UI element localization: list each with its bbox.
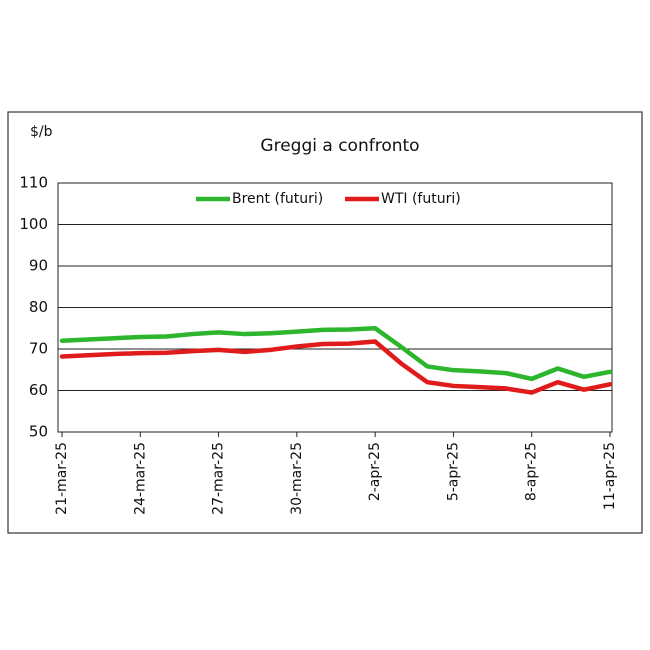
series-line <box>59 326 613 382</box>
x-tick-label: 11-apr-25 <box>602 442 618 510</box>
y-tick-label: 110 <box>19 174 48 192</box>
y-tick-label: 50 <box>29 423 48 441</box>
x-tick-label: 24-mar-25 <box>132 442 148 515</box>
y-tick-label: 70 <box>29 340 48 358</box>
x-tick-label: 27-mar-25 <box>211 442 227 515</box>
y-tick-label: 60 <box>29 381 48 399</box>
x-tick-label: 8-apr-25 <box>524 442 540 501</box>
x-tick-label: 30-mar-25 <box>289 442 305 515</box>
series-line <box>59 339 613 395</box>
x-tick-label: 5-apr-25 <box>445 442 461 501</box>
y-tick-label: 90 <box>29 257 48 275</box>
chart-frame <box>7 111 643 534</box>
x-tick-label: 2-apr-25 <box>367 442 383 501</box>
chart-title: Greggi a confronto <box>260 136 419 156</box>
x-tick-label: 21-mar-25 <box>54 442 70 515</box>
legend-label: WTI (futuri) <box>381 191 461 207</box>
legend-label: Brent (futuri) <box>232 191 323 207</box>
y-axis-label: $/b <box>30 124 53 140</box>
y-tick-label: 100 <box>19 215 48 233</box>
y-tick-label: 80 <box>29 298 48 316</box>
